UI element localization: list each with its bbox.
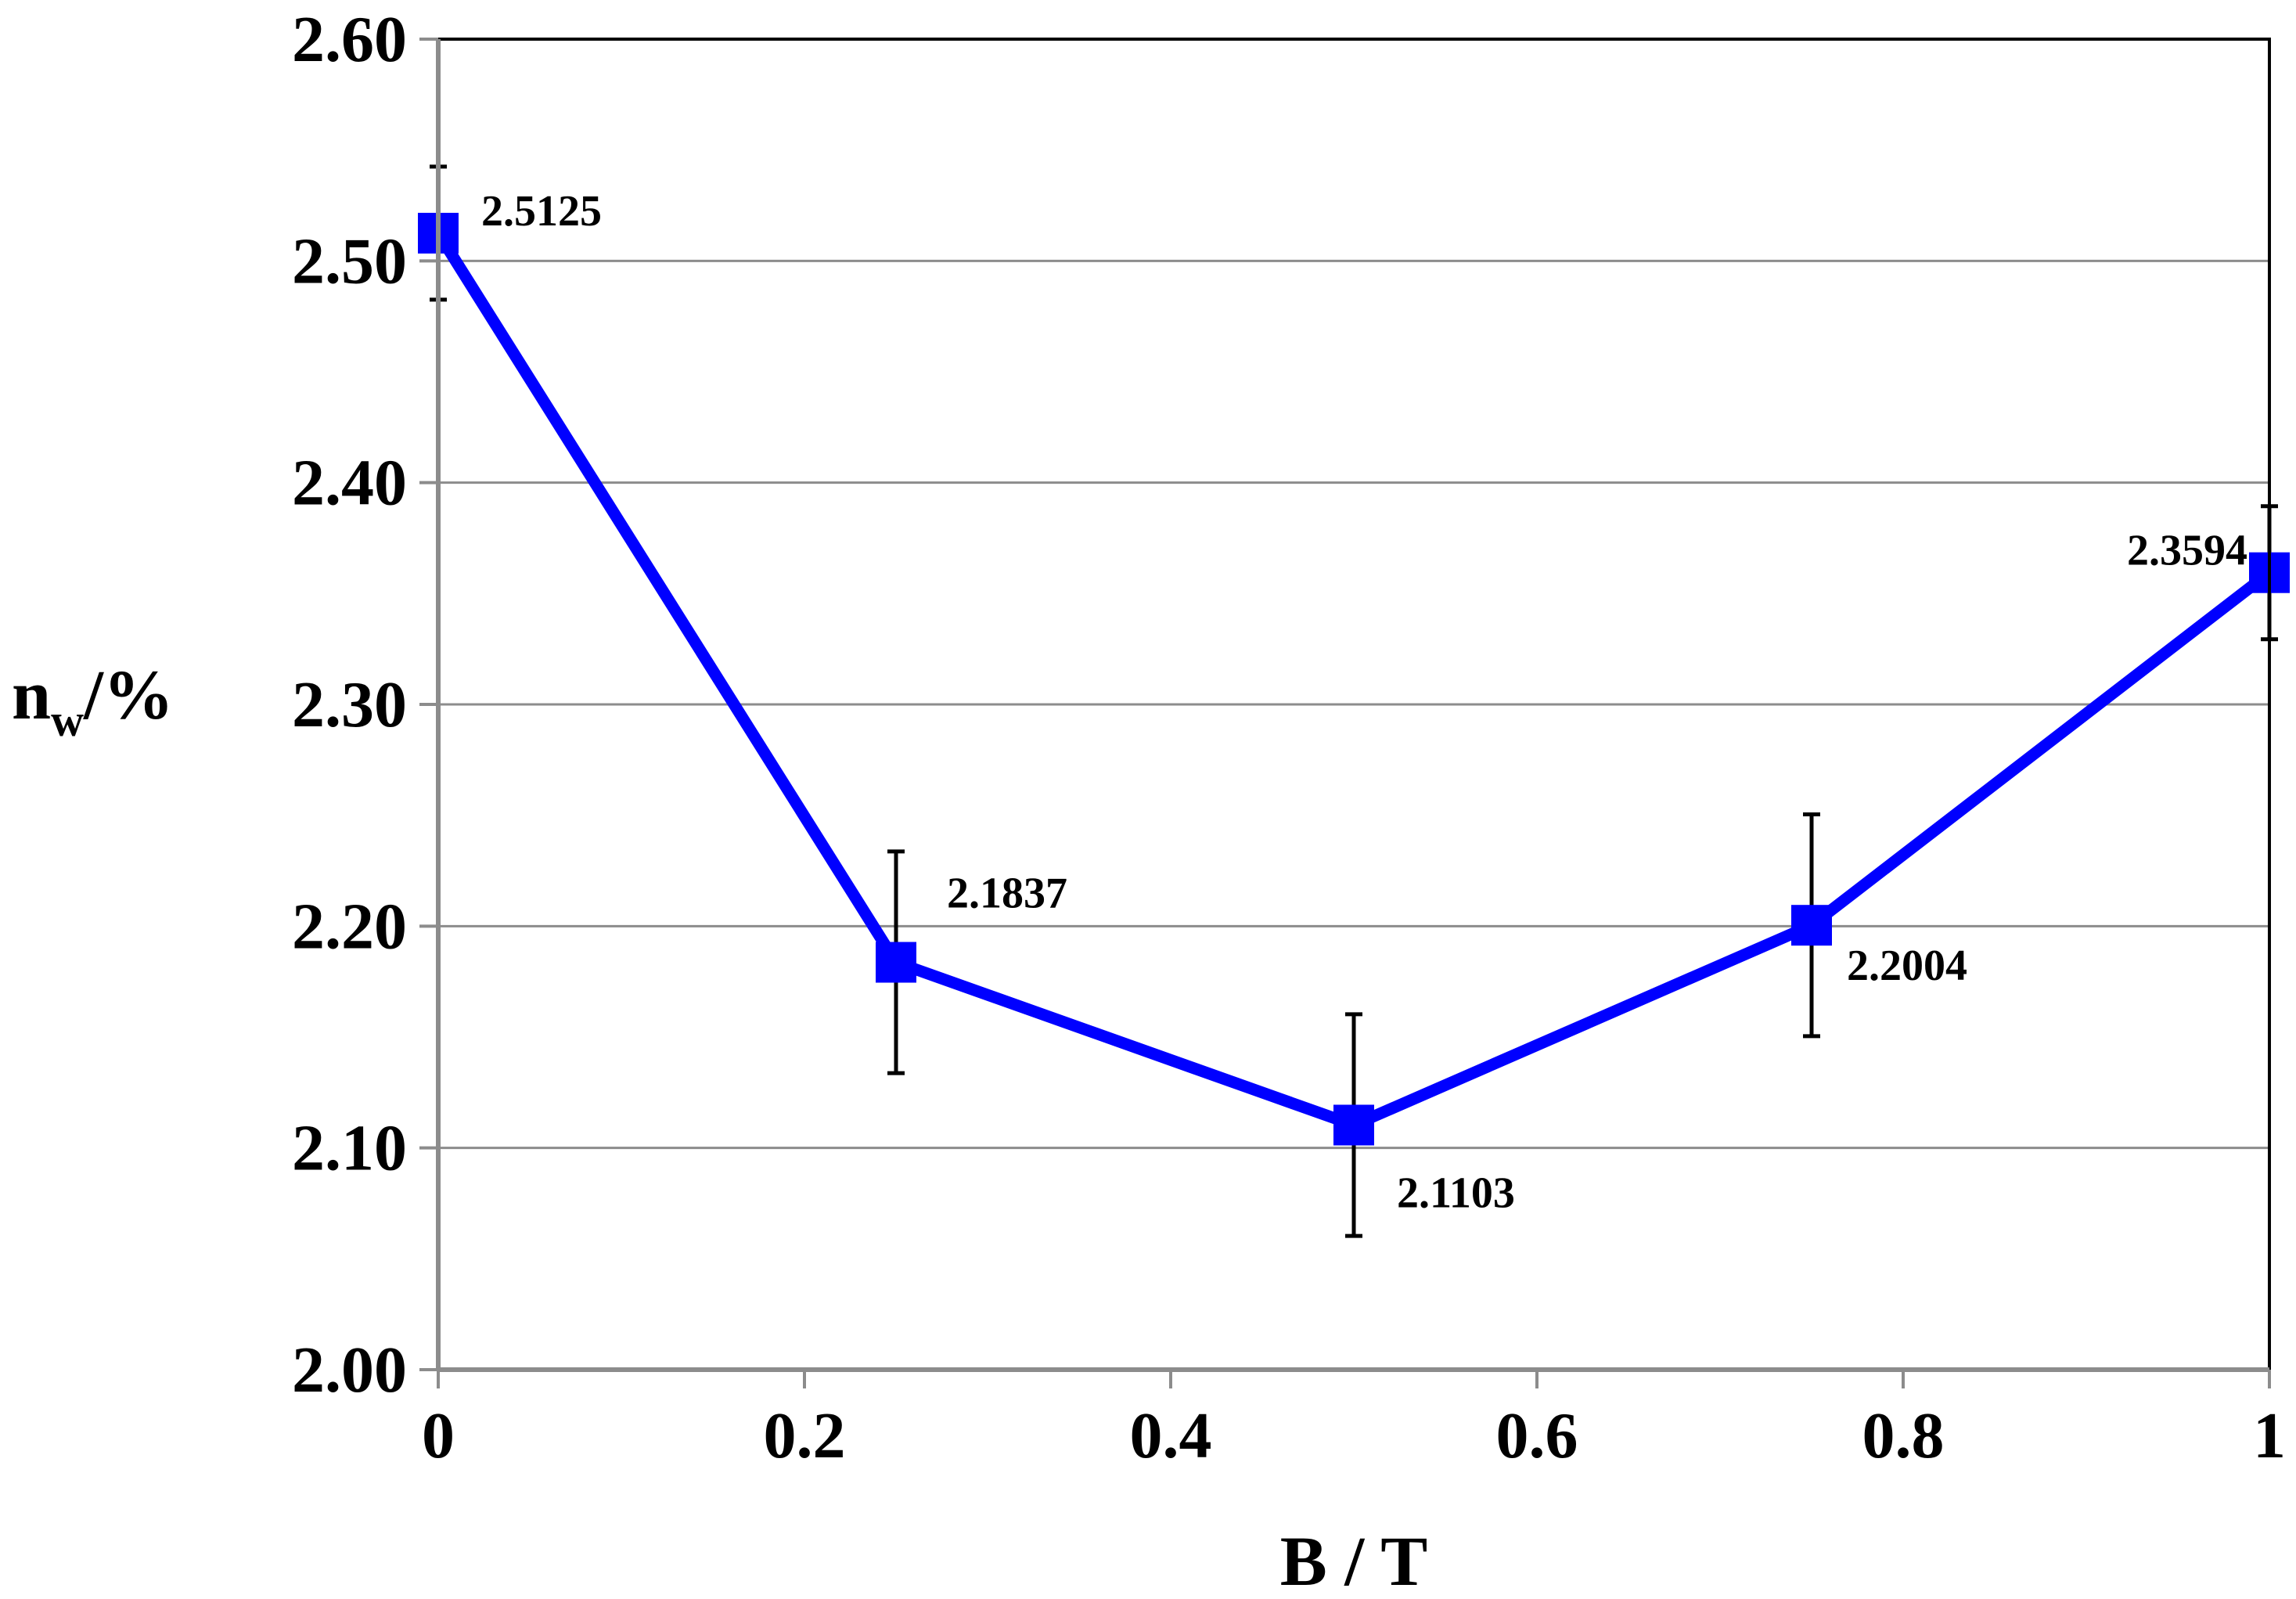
data-labels: 2.5125 2.1837 2.1103 2.2004 2.3594 (481, 187, 2247, 1218)
data-label: 2.3594 (2127, 527, 2247, 575)
data-label: 2.1837 (947, 870, 1067, 918)
y-tick-label: 2.60 (292, 3, 407, 76)
data-point-marker (1333, 1104, 1374, 1146)
y-tick-label: 2.00 (292, 1334, 407, 1406)
data-series (418, 212, 2290, 1146)
axes: 2.00 2.10 2.20 2.30 2.40 2.50 2.60 0 0.2 0.4 0.6 0.… (12, 3, 2286, 1599)
x-tick-label: 0.2 (764, 1399, 846, 1472)
y-tick-label: 2.40 (292, 447, 407, 520)
y-tick-label: 2.10 (292, 1112, 407, 1185)
data-label: 2.1103 (1397, 1169, 1515, 1217)
gridlines (438, 259, 2269, 1150)
x-tick-label: 0 (422, 1399, 455, 1472)
x-tick-label: 1 (2253, 1399, 2286, 1472)
y-axis-title: nw/% (12, 657, 174, 746)
x-tick-label: 0.6 (1496, 1399, 1578, 1472)
x-tick-label: 0.8 (1862, 1399, 1945, 1472)
x-axis-title: B / T (1280, 1523, 1427, 1599)
data-point-marker (876, 942, 916, 983)
data-label: 2.2004 (1847, 942, 1967, 990)
series-line (433, 229, 2273, 1132)
y-tick-label: 2.50 (292, 225, 407, 297)
error-bars (430, 164, 2278, 1238)
x-tick-label: 0.4 (1130, 1399, 1212, 1472)
y-tick-label: 2.30 (292, 668, 407, 741)
data-label: 2.5125 (481, 187, 602, 236)
y-tick-label: 2.20 (292, 890, 407, 963)
data-point-marker (1791, 905, 1832, 946)
